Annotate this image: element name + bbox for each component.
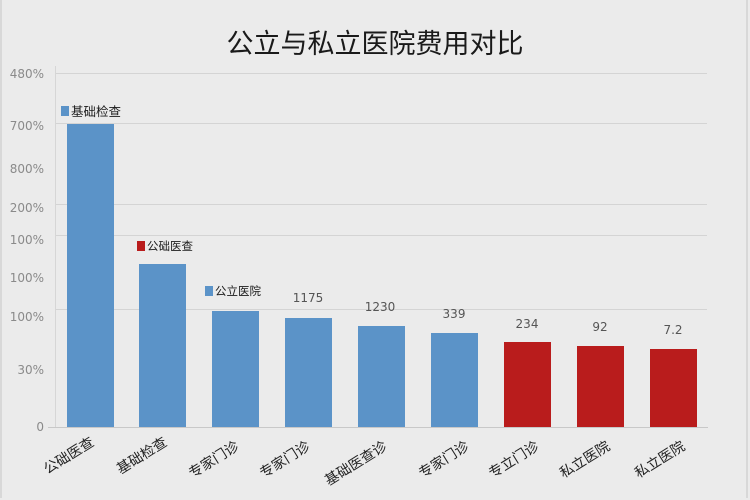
bar	[504, 342, 551, 427]
legend-label: 公立医院	[215, 284, 261, 298]
bar	[431, 333, 478, 427]
bar-value-label: 234	[515, 317, 539, 331]
bar-value-label: 1230	[364, 300, 396, 314]
y-tick-label: 800%	[9, 162, 44, 176]
gridline	[55, 204, 707, 205]
bar	[67, 124, 114, 427]
bar	[650, 349, 697, 427]
bar-value-label: 92	[592, 320, 608, 334]
legend-item: 公立医院	[205, 283, 261, 299]
bar	[139, 264, 186, 427]
bar	[212, 311, 259, 427]
y-tick-label: 200%	[9, 201, 44, 215]
legend-swatch	[61, 105, 69, 116]
y-tick-label: 480%	[9, 67, 44, 81]
y-tick-label: 100%	[9, 310, 44, 324]
y-tick-label: 30%	[17, 363, 44, 377]
bar	[358, 326, 405, 427]
legend-label: 公础医查	[147, 239, 193, 253]
gridline	[55, 235, 707, 236]
bar-value-label: 7.2	[663, 323, 683, 337]
bar-value-label: 339	[442, 307, 466, 321]
bar-value-label: 1175	[292, 291, 324, 305]
y-tick-label: 100%	[9, 233, 44, 247]
legend-swatch	[137, 241, 145, 251]
legend-item: 公础医查	[137, 238, 193, 254]
x-axis-line	[48, 427, 708, 428]
y-axis-line	[55, 66, 56, 427]
bar	[577, 346, 624, 427]
legend-item: 基础检查	[61, 101, 121, 120]
gridline	[55, 73, 707, 74]
chart-title: 公立与私立医院费用对比	[226, 29, 524, 60]
gridline	[55, 123, 707, 124]
y-tick-label: 700%	[9, 119, 44, 133]
legend-label: 基础检查	[71, 104, 122, 119]
legend-swatch	[205, 286, 213, 296]
bar	[285, 318, 332, 427]
y-tick-label: 0	[36, 420, 44, 434]
y-tick-label: 100%	[9, 271, 44, 285]
gridline	[55, 309, 707, 310]
